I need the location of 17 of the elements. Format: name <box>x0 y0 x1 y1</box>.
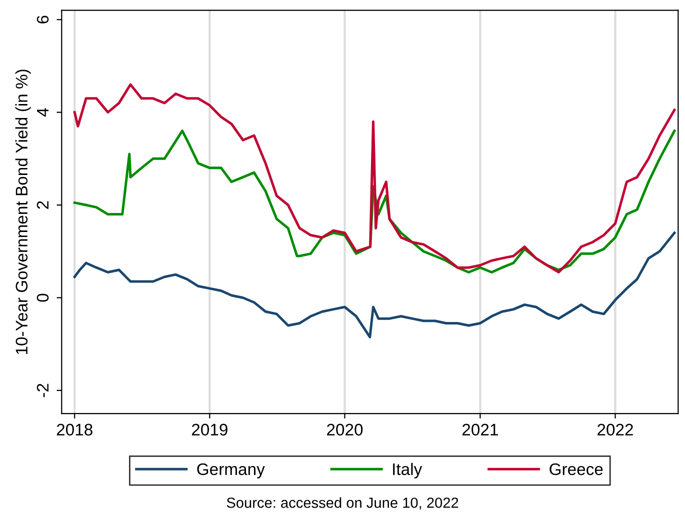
y-axis-title: 10-Year Government Bond Yield (in %) <box>15 70 31 354</box>
source-note: Source: accessed on June 10, 2022 <box>226 497 458 510</box>
x-tick-label: 2019 <box>192 424 228 436</box>
line-series <box>73 83 676 274</box>
legend-label: Greece <box>550 463 603 476</box>
y-tick-label: -2 <box>36 384 48 398</box>
legend-label: Italy <box>393 462 422 478</box>
y-tick-label: 6 <box>36 16 49 24</box>
x-tick-label: 2021 <box>462 424 498 436</box>
x-tick-label: 2022 <box>598 424 633 436</box>
y-tick-label: 2 <box>36 201 48 209</box>
y-tick-label: 4 <box>37 108 48 117</box>
line-series <box>73 232 676 338</box>
y-tick-label: 0 <box>36 294 49 302</box>
x-tick-label: 2018 <box>56 424 92 436</box>
legend-label: Germany <box>197 463 265 478</box>
x-tick-label: 2020 <box>327 424 363 436</box>
